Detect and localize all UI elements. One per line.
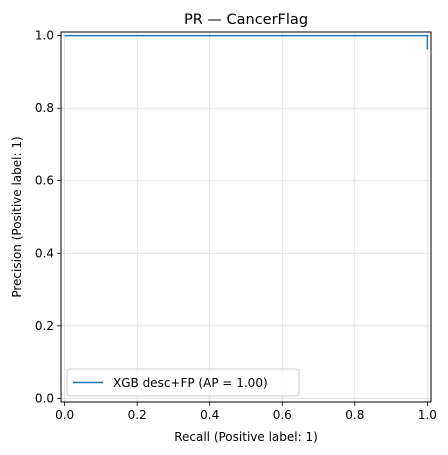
y-tick-label: 0.6 <box>35 174 54 188</box>
x-tick-label: 1.0 <box>418 408 437 422</box>
y-axis-label: Precision (Positive label: 1) <box>10 136 24 297</box>
y-tick-label: 0.4 <box>35 246 54 260</box>
legend: XGB desc+FP (AP = 1.00) <box>66 368 300 397</box>
legend-label: XGB desc+FP (AP = 1.00) <box>113 376 268 390</box>
pr-curve-line <box>64 34 429 50</box>
x-axis-label: Recall (Positive label: 1) <box>174 430 318 444</box>
x-tick-label: 0.0 <box>55 408 74 422</box>
grid <box>61 32 431 402</box>
x-tick-label: 0.4 <box>200 408 219 422</box>
chart-title: PR — CancerFlag <box>184 12 308 28</box>
x-tick-label: 0.6 <box>273 408 292 422</box>
legend-box <box>66 368 300 397</box>
y-tick-label: 0.8 <box>35 101 54 115</box>
x-tick-label: 0.8 <box>345 408 364 422</box>
series-layer <box>64 34 429 50</box>
y-axis-ticks: 0.0 0.2 0.4 0.6 0.8 1.0 <box>35 29 61 405</box>
y-tick-label: 1.0 <box>35 29 54 43</box>
plot-frame <box>60 31 432 403</box>
y-tick-label: 0.2 <box>35 319 54 333</box>
x-axis-ticks: 0.0 0.2 0.4 0.6 0.8 1.0 <box>55 402 437 422</box>
y-tick-label: 0.0 <box>35 391 54 405</box>
x-tick-label: 0.2 <box>128 408 147 422</box>
